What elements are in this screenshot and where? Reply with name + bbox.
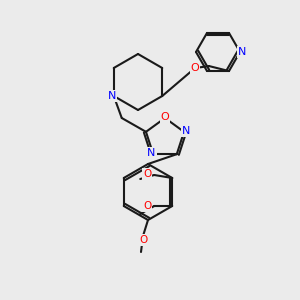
Text: N: N	[182, 126, 190, 136]
Text: O: O	[190, 63, 200, 73]
Text: O: O	[143, 169, 151, 179]
Text: N: N	[147, 148, 155, 158]
Text: N: N	[108, 91, 116, 101]
Text: O: O	[139, 235, 147, 245]
Text: O: O	[160, 112, 169, 122]
Text: N: N	[238, 47, 246, 57]
Text: O: O	[143, 201, 151, 211]
